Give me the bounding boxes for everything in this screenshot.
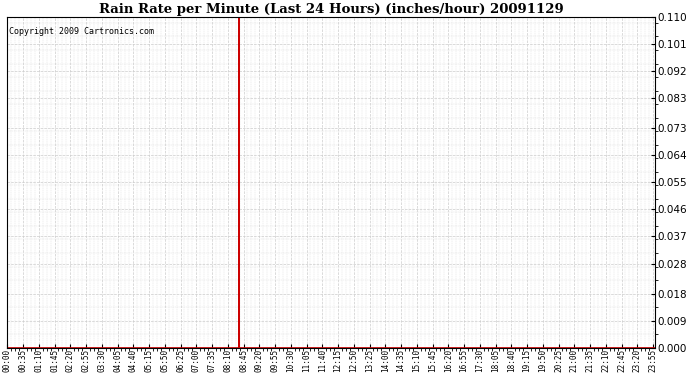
Title: Rain Rate per Minute (Last 24 Hours) (inches/hour) 20091129: Rain Rate per Minute (Last 24 Hours) (in… [99, 3, 564, 16]
Text: Copyright 2009 Cartronics.com: Copyright 2009 Cartronics.com [8, 27, 154, 36]
